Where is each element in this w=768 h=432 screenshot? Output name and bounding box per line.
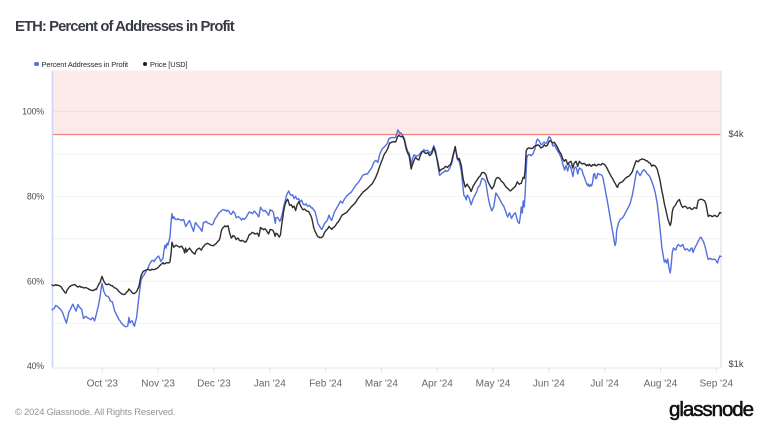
svg-text:60%: 60% xyxy=(27,276,44,286)
svg-text:Nov '23: Nov '23 xyxy=(141,379,175,390)
svg-text:Aug '24: Aug '24 xyxy=(644,379,678,390)
svg-text:Jul '24: Jul '24 xyxy=(590,379,619,390)
svg-text:40%: 40% xyxy=(27,361,44,371)
svg-text:$1k: $1k xyxy=(729,359,744,369)
svg-text:100%: 100% xyxy=(22,107,44,117)
svg-text:Dec '23: Dec '23 xyxy=(197,379,231,390)
svg-text:Jan '24: Jan '24 xyxy=(254,379,286,390)
svg-text:Mar '24: Mar '24 xyxy=(365,379,398,390)
svg-text:Jun '24: Jun '24 xyxy=(533,379,565,390)
svg-text:Oct '23: Oct '23 xyxy=(87,379,119,390)
svg-text:Sep '24: Sep '24 xyxy=(699,379,733,390)
svg-text:80%: 80% xyxy=(27,192,44,202)
svg-text:Feb '24: Feb '24 xyxy=(309,379,342,390)
svg-text:Apr '24: Apr '24 xyxy=(422,379,454,390)
svg-text:May '24: May '24 xyxy=(476,379,511,390)
svg-text:$4k: $4k xyxy=(729,129,744,139)
